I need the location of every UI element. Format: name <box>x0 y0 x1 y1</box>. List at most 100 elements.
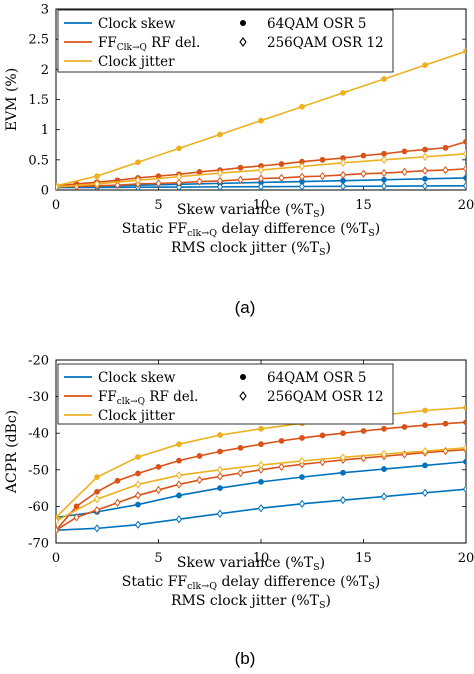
data-point-diamond <box>175 515 183 524</box>
x-tick-label: 20 <box>458 198 474 213</box>
data-point-diamond <box>56 526 60 535</box>
data-point-diamond <box>257 182 265 190</box>
y-tick-label: 2 <box>41 63 49 78</box>
series-clock-skew-64qam <box>56 458 466 521</box>
legend-label-text: FF <box>98 389 117 405</box>
data-point-diamond <box>360 169 367 178</box>
x-label-text: ) <box>375 574 380 590</box>
series-line <box>56 421 466 531</box>
series-ff-delay-64qam <box>56 419 466 534</box>
data-point-diamond <box>134 520 142 529</box>
y-tick-label: 0 <box>41 184 49 199</box>
legend-label-subscript: clk→Q <box>117 397 145 407</box>
x-label-text: ) <box>320 202 325 218</box>
data-point-dot <box>278 161 285 167</box>
data-point-dot <box>442 420 449 427</box>
x-label-subscript: S <box>319 600 326 611</box>
x-axis-label-line: Skew variance (%TS) <box>177 555 325 573</box>
data-point-diamond <box>421 152 429 161</box>
data-point-diamond <box>339 453 347 462</box>
data-point-dot <box>319 156 326 163</box>
legend-box <box>57 9 394 73</box>
data-point-diamond <box>216 168 224 178</box>
x-label-subscript: clk→Q <box>187 581 217 592</box>
x-tick-label: 5 <box>154 198 162 213</box>
data-point-dot <box>135 159 141 166</box>
x-label-subscript: S <box>313 209 320 220</box>
data-point-dot <box>258 117 264 124</box>
data-point-diamond <box>319 457 326 467</box>
data-point-dot <box>196 169 203 175</box>
y-tick-label: -60 <box>28 500 49 515</box>
data-point-dot <box>340 89 346 96</box>
x-axis-label-line: Skew variance (%TS) <box>177 202 325 220</box>
y-tick-label: -30 <box>28 390 49 405</box>
x-axis-label-line: Static FFclk→Q delay difference (%TS) <box>122 574 380 592</box>
data-point-dot <box>73 503 80 510</box>
data-point-dot <box>237 444 244 451</box>
data-point-dot <box>340 430 346 437</box>
y-tick-label: 2.5 <box>28 33 49 48</box>
data-point-diamond <box>257 465 265 474</box>
data-point-dot <box>217 131 223 138</box>
data-point-diamond <box>462 485 466 494</box>
data-point-dot <box>463 138 466 145</box>
series-ff-delay-256qam <box>56 445 466 535</box>
legend-label: 256QAM OSR 12 <box>267 35 384 51</box>
x-tick-label: 20 <box>458 551 474 566</box>
data-point-diamond <box>93 524 101 533</box>
y-tick-label: -20 <box>28 354 49 369</box>
data-point-diamond <box>421 447 429 456</box>
legend-diamond-marker <box>239 37 247 47</box>
data-point-dot <box>217 432 223 438</box>
legend-label-text: Clock skew <box>98 370 176 386</box>
data-point-diamond <box>216 465 224 474</box>
x-label-text: Static FF <box>122 221 188 237</box>
data-point-diamond <box>134 491 142 500</box>
x-tick-label: 5 <box>154 551 162 566</box>
chart-panel-b: 0 5 10 15 20 -70 -60 -50 -40 -30 -20 ACPR (dBc) Skew… <box>4 354 474 669</box>
data-point-diamond <box>196 177 203 186</box>
data-point-dot <box>299 103 305 110</box>
data-point-dot <box>381 466 387 472</box>
data-point-dot <box>237 164 244 171</box>
data-point-dot <box>94 474 100 481</box>
data-point-diamond <box>339 182 347 190</box>
x-label-text: ) <box>326 593 331 609</box>
data-point-diamond <box>298 456 306 466</box>
data-point-diamond <box>93 179 101 189</box>
x-label-text: Skew variance (%T <box>177 202 314 218</box>
data-point-dot <box>422 407 428 414</box>
y-tick-label: -40 <box>28 427 49 442</box>
series-clock-jitter-256qam <box>56 443 466 526</box>
data-point-dot <box>463 175 466 181</box>
data-point-dot <box>401 424 408 430</box>
data-point-dot <box>135 501 141 508</box>
data-point-dot <box>94 173 100 180</box>
data-point-diamond <box>298 162 306 171</box>
data-point-diamond <box>421 181 429 190</box>
data-point-diamond <box>462 443 466 452</box>
data-point-dot <box>217 485 223 492</box>
legend-label-subscript: Clk→Q <box>117 43 147 53</box>
data-point-dot <box>463 48 466 55</box>
legend-label-text: Clock skew <box>98 16 176 32</box>
y-axis-label: EVM (%) <box>4 68 20 131</box>
data-point-dot <box>319 432 326 439</box>
legend-dot-marker <box>240 374 246 380</box>
data-point-diamond <box>278 462 285 472</box>
y-tick-label: 1 <box>41 123 49 138</box>
data-point-diamond <box>298 172 306 181</box>
legend-label: Clock jitter <box>98 408 175 424</box>
data-point-diamond <box>175 172 183 181</box>
data-point-diamond <box>298 182 306 190</box>
x-axis-label-line: RMS clock jitter (%TS) <box>171 240 331 258</box>
y-axis-label: ACPR (dBc) <box>4 410 20 494</box>
legend-box <box>57 363 394 425</box>
data-point-diamond <box>175 178 183 187</box>
data-point-dot <box>422 146 428 153</box>
data-point-diamond <box>56 182 60 190</box>
data-point-diamond <box>56 516 60 526</box>
data-point-diamond <box>93 505 101 515</box>
x-axis-label-line: Static FFclk→Q delay difference (%TS) <box>122 221 380 239</box>
